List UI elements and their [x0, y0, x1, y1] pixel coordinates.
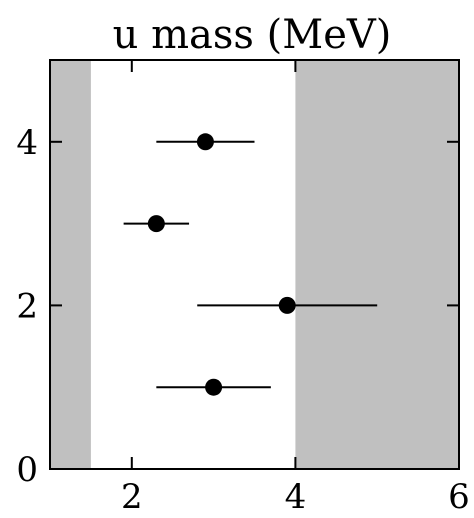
x-tick-label: 4 — [285, 477, 307, 517]
y-tick-label: 0 — [16, 450, 38, 490]
excluded-region-2 — [295, 60, 459, 469]
x-tick-label: 2 — [121, 477, 143, 517]
x-tick-label: 6 — [448, 477, 470, 517]
data-point-3 — [278, 296, 296, 314]
excluded-region-1 — [50, 60, 91, 469]
chart-title: u mass (MeV) — [113, 12, 392, 58]
plot-area — [49, 59, 460, 470]
data-point-4 — [205, 378, 223, 396]
y-tick-label: 2 — [16, 286, 38, 326]
data-point-1 — [196, 133, 214, 151]
y-tick-label: 4 — [16, 123, 38, 163]
data-point-2 — [147, 215, 165, 233]
plot-frame — [49, 59, 460, 470]
tick-labels: 2 4 6 0 2 4 — [16, 123, 469, 517]
